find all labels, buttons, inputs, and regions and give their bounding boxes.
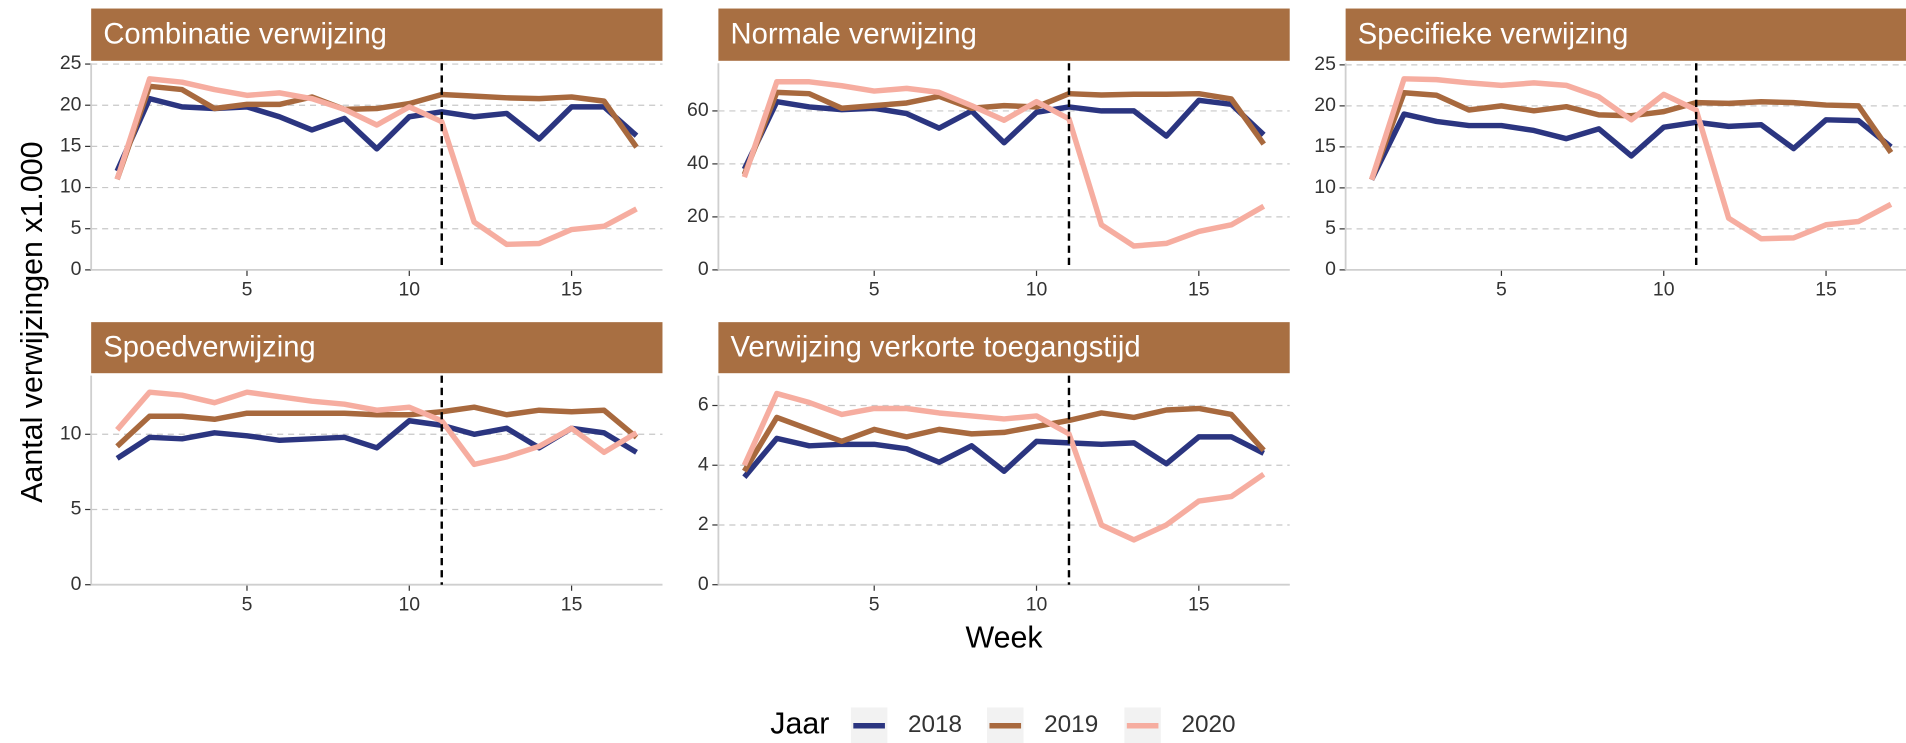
- y-tick-label: 0: [71, 573, 82, 595]
- y-tick-label: 15: [1314, 135, 1336, 157]
- data-line: [114, 76, 638, 248]
- strip: [1345, 8, 1906, 61]
- y-tick-label: 0: [71, 258, 82, 280]
- y-tick-label: 40: [687, 152, 709, 174]
- data-line: [741, 97, 1266, 171]
- y-tick-label: 5: [71, 217, 82, 239]
- x-tick-label: 5: [242, 594, 253, 616]
- x-tick-label: 15: [1815, 279, 1837, 301]
- x-tick-label: 5: [869, 279, 880, 301]
- data-line: [1368, 76, 1893, 242]
- x-tick-label: 10: [1653, 279, 1675, 301]
- y-tick-label: 25: [60, 52, 82, 74]
- x-tick-label: 5: [1496, 279, 1507, 301]
- x-tick-label: 10: [1026, 594, 1048, 616]
- x-tick-label: 15: [1188, 594, 1210, 616]
- strip: [718, 8, 1290, 61]
- y-tick-label: 4: [698, 453, 709, 475]
- y-tick-label: 10: [1314, 176, 1336, 198]
- y-tick-label: 60: [687, 99, 709, 121]
- data-line: [115, 418, 638, 461]
- y-tick-label: 0: [1325, 258, 1336, 280]
- data-line: [115, 389, 638, 468]
- data-line: [1369, 111, 1893, 181]
- x-tick-label: 10: [398, 279, 420, 301]
- y-tick-label: 20: [1314, 94, 1336, 116]
- data-line: [741, 89, 1266, 176]
- y-tick-label: 25: [1314, 53, 1336, 75]
- data-line: [742, 434, 1265, 479]
- strip: [91, 8, 663, 61]
- y-tick-label: 10: [60, 176, 82, 198]
- y-tick-label: 0: [698, 258, 709, 280]
- y-tick-label: 2: [698, 513, 709, 535]
- x-tick-label: 5: [869, 594, 880, 616]
- x-tick-label: 15: [561, 594, 583, 616]
- x-tick-label: 5: [242, 279, 253, 301]
- panel-title: Specifieke verwijzing: [1358, 19, 1629, 51]
- x-tick-label: 15: [561, 279, 583, 301]
- x-tick-label: 10: [1026, 279, 1048, 301]
- y-tick-label: 5: [1325, 217, 1336, 239]
- data-line: [115, 404, 639, 449]
- panel-title: Normale verwijzing: [731, 19, 977, 51]
- y-tick-label: 6: [698, 394, 709, 416]
- y-tick-label: 20: [687, 205, 709, 227]
- panel-title: Combinatie verwijzing: [103, 19, 387, 51]
- data-line: [741, 390, 1266, 543]
- data-line: [1369, 90, 1894, 181]
- x-axis-label: Week: [965, 620, 1043, 654]
- legend-label: 2019: [1044, 711, 1098, 738]
- panel-title: Spoedverwijzing: [103, 332, 315, 364]
- y-tick-label: 20: [60, 93, 82, 115]
- panel-title: Verwijzing verkorte toegangstijd: [731, 332, 1141, 364]
- x-tick-label: 10: [398, 594, 420, 616]
- x-tick-label: 15: [1188, 279, 1210, 301]
- legend-title: Jaar: [770, 707, 829, 741]
- y-tick-label: 0: [698, 573, 709, 595]
- y-tick-label: 10: [60, 422, 82, 444]
- data-line: [114, 95, 639, 173]
- legend-label: 2018: [908, 711, 962, 738]
- data-line: [114, 83, 639, 181]
- strip: [91, 322, 663, 374]
- y-tick-label: 5: [71, 498, 82, 520]
- data-line: [742, 405, 1266, 473]
- y-tick-label: 15: [60, 135, 82, 157]
- strip: [718, 322, 1290, 374]
- data-line: [741, 79, 1266, 249]
- legend-label: 2020: [1182, 711, 1236, 738]
- y-axis-label: Aantal verwijzingen x1.000: [15, 141, 49, 502]
